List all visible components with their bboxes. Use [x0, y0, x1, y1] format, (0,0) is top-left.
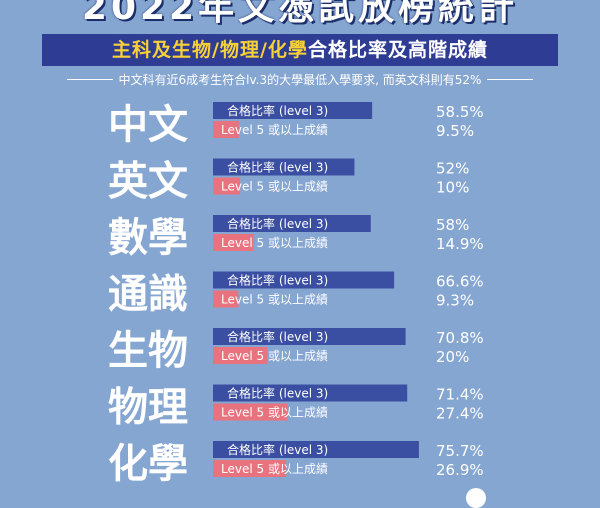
level5-value: 9.3%	[436, 292, 474, 310]
level5-bar	[213, 121, 239, 138]
pass-rate-bar	[213, 102, 373, 119]
pass-rate-value: 75.7%	[436, 442, 484, 460]
level5-bar	[213, 347, 268, 364]
note-rule-right	[487, 78, 534, 80]
pass-rate-value: 58%	[436, 216, 469, 234]
pass-rate-bar	[213, 384, 408, 402]
note-row: 中文科有近6成考生符合lv.3的大學最低入學要求, 而英文科則有52%	[0, 70, 600, 88]
pass-rate-bar	[213, 328, 406, 345]
pass-rate-value: 71.4%	[436, 386, 484, 404]
level5-value: 27.4%	[436, 405, 484, 423]
main-title: 2022年文憑試放榜統計	[81, 0, 519, 28]
level5-bar	[213, 403, 288, 421]
pass-rate-bar-label: 合格比率 (level 3)	[227, 103, 328, 118]
subject-label: 英文	[108, 159, 188, 205]
pass-rate-bar	[213, 215, 371, 232]
level5-bar	[213, 234, 254, 251]
pass-rate-bar-label: 合格比率 (level 3)	[227, 273, 328, 288]
subtitle-metrics: 合格比率及高階成績	[307, 39, 488, 61]
subtitle-subjects: 主科及生物/物理/化學	[112, 39, 308, 61]
pass-rate-bar-label: 合格比率 (level 3)	[227, 442, 328, 457]
logo-mark	[466, 488, 486, 508]
subject-label: 物理	[108, 385, 188, 431]
pass-rate-value: 70.8%	[436, 329, 484, 347]
level5-bar-label: Level 5 或以上成績	[221, 293, 328, 307]
pass-rate-value: 66.6%	[436, 273, 484, 291]
subtitle-band: 主科及生物/物理/化學合格比率及高階成績	[42, 34, 558, 66]
level5-bar	[213, 460, 287, 477]
subject-label: 通識	[108, 272, 188, 318]
pass-rate-bar	[213, 271, 395, 289]
pass-rate-bar	[213, 158, 355, 176]
pass-rate-bar-label: 合格比率 (level 3)	[227, 386, 328, 401]
subject-label: 中文	[108, 102, 188, 148]
pass-rate-bar-label: 合格比率 (level 3)	[227, 216, 328, 231]
level5-bar-label: Level 5 或以上成績	[221, 462, 328, 476]
level5-value: 26.9%	[436, 461, 484, 479]
level5-value: 14.9%	[436, 235, 484, 253]
pass-rate-bar-label: 合格比率 (level 3)	[227, 160, 328, 175]
level5-bar	[213, 290, 239, 308]
pass-rate-bar-label: 合格比率 (level 3)	[227, 329, 328, 344]
note-text: 中文科有近6成考生符合lv.3的大學最低入學要求, 而英文科則有52%	[118, 72, 482, 87]
level5-bar-label: Level 5 或以上成績	[221, 180, 328, 194]
subject-label: 化學	[108, 441, 188, 487]
pass-rate-bar	[213, 441, 419, 458]
level5-value: 9.5%	[436, 122, 474, 140]
level5-value: 10%	[436, 179, 469, 197]
subject-label: 生物	[108, 328, 188, 374]
level5-bar-label: Level 5 或以上成績	[221, 123, 328, 137]
note-rule-left	[66, 78, 113, 80]
level5-bar-label: Level 5 或以上成績	[221, 349, 328, 363]
pass-rate-value: 58.5%	[436, 103, 484, 121]
level5-bar-label: Level 5 或以上成績	[221, 406, 328, 420]
level5-bar	[213, 177, 241, 195]
level5-value: 20%	[436, 348, 469, 366]
level5-bar-label: Level 5 或以上成績	[221, 236, 328, 250]
subject-label: 數學	[108, 215, 188, 261]
pass-rate-value: 52%	[436, 160, 469, 178]
